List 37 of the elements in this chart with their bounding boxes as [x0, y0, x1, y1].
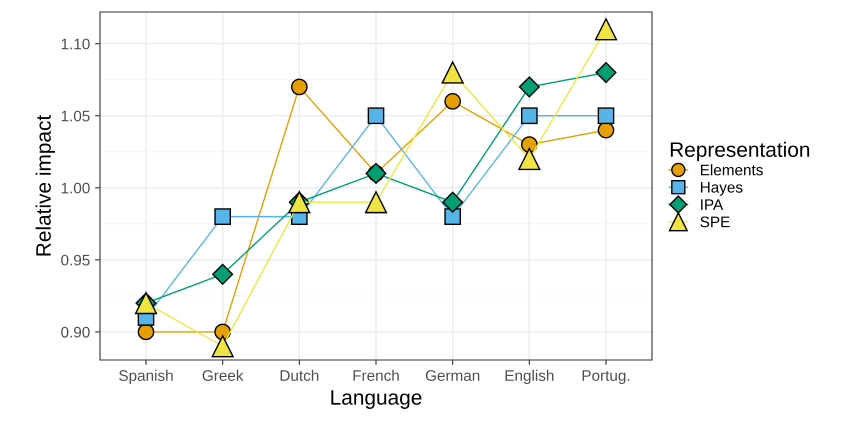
point	[138, 324, 154, 340]
y-tick-label: 1.05	[62, 110, 90, 122]
point	[442, 192, 464, 213]
legend-label: Hayes	[700, 182, 742, 196]
y-tick-label: 0.95	[61, 254, 90, 266]
point	[365, 162, 387, 184]
point	[214, 208, 231, 225]
x-tick-label: English	[506, 370, 554, 384]
y-tick-label: 0.90	[61, 326, 90, 338]
point	[444, 208, 461, 225]
legend-label: IPA	[701, 199, 724, 210]
legend-label: SPE	[700, 216, 730, 228]
x-tick-label: German	[426, 370, 480, 381]
point	[368, 107, 384, 124]
x-axis-title: Language	[331, 390, 422, 409]
point	[212, 264, 234, 285]
y-axis-title: Relative impact	[36, 114, 55, 256]
point	[444, 93, 461, 110]
x-tick-label: Portug.	[582, 370, 630, 384]
point	[364, 191, 388, 214]
legend-title: Representation	[670, 142, 810, 162]
point	[518, 148, 540, 170]
point	[598, 107, 614, 124]
point	[521, 107, 538, 124]
point	[291, 78, 308, 96]
point	[518, 76, 540, 98]
point	[595, 62, 617, 84]
x-tick-label: French	[353, 370, 399, 381]
x-tick-label: Spanish	[119, 370, 173, 384]
point	[594, 18, 618, 40]
y-tick-label: 1.00	[62, 182, 90, 194]
point	[442, 61, 464, 84]
x-tick-label: Dutch	[280, 370, 318, 381]
x-tick-label: Greek	[202, 370, 244, 381]
y-tick-label: 1.10	[62, 38, 90, 50]
point	[212, 335, 234, 358]
legend-label: Elements	[700, 164, 763, 176]
